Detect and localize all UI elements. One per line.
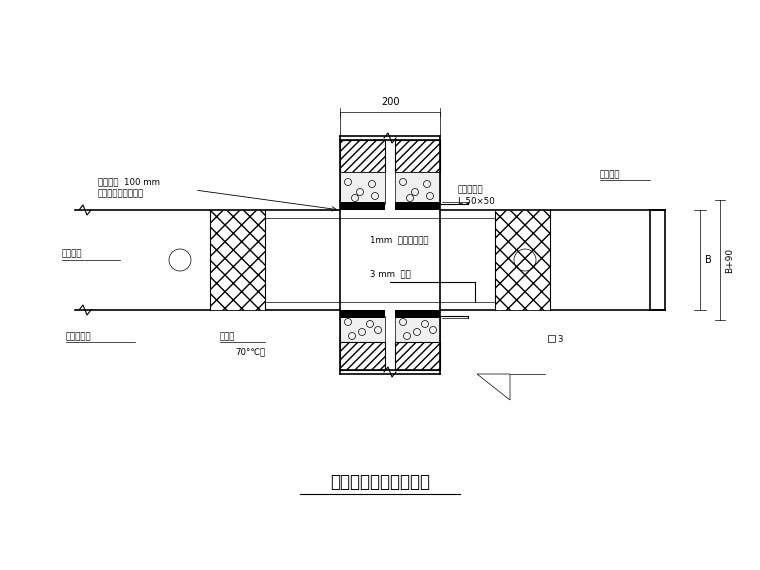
Bar [395,140,440,172]
Text: 防火阀: 防火阀 [220,332,236,341]
Bar [548,335,555,342]
Text: 镀锌钢板: 镀锌钢板 [62,250,83,259]
Text: 镀锌钢板: 镀锌钢板 [600,170,620,180]
Bar [395,172,440,204]
Bar [395,342,440,370]
Text: 碎石棉绳  100 mm: 碎石棉绳 100 mm [98,177,160,186]
Bar [340,342,385,370]
Text: 3: 3 [557,335,562,344]
Bar [340,140,385,172]
Bar [340,172,385,204]
Bar [210,210,265,310]
Text: B: B [705,255,712,265]
Text: 70°℃关: 70°℃关 [235,348,265,356]
Text: 200: 200 [381,97,399,107]
Text: 3 mm  钢板: 3 mm 钢板 [370,270,410,279]
Bar [495,210,550,310]
Text: 水平风管穿变形缝做法: 水平风管穿变形缝做法 [330,473,430,491]
Bar [340,316,385,342]
Text: L 50×50: L 50×50 [458,197,495,206]
Bar [395,310,440,318]
Text: B+90: B+90 [725,247,734,272]
Text: 表面用水泥沙浆抹平: 表面用水泥沙浆抹平 [98,189,144,198]
Bar [340,202,385,210]
Bar [340,310,385,318]
Text: 1mm  镀锌钢板套管: 1mm 镀锌钢板套管 [370,235,429,245]
Text: 柔性钢接头: 柔性钢接头 [66,332,92,341]
Text: 子型角钢框: 子型角钢框 [458,185,483,194]
Bar [395,316,440,342]
Bar [395,202,440,210]
